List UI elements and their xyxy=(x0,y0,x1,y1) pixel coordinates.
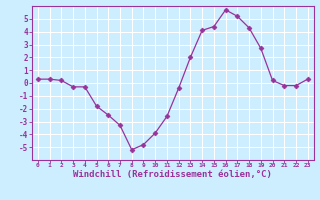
X-axis label: Windchill (Refroidissement éolien,°C): Windchill (Refroidissement éolien,°C) xyxy=(73,170,272,179)
